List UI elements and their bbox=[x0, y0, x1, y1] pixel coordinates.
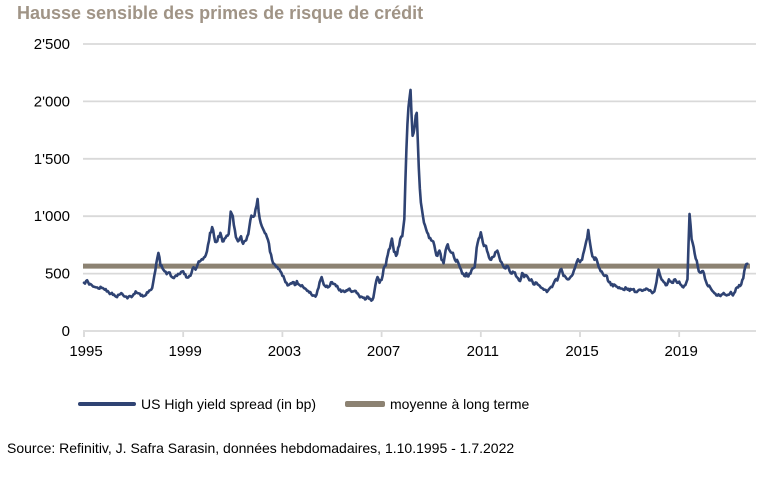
source-note: Source: Refinitiv, J. Safra Sarasin, don… bbox=[7, 440, 515, 456]
y-tick-label: 1'500 bbox=[34, 151, 70, 168]
x-tick-label: 2015 bbox=[565, 343, 598, 360]
series-line bbox=[82, 88, 749, 302]
legend-label-average: moyenne à long terme bbox=[390, 396, 530, 412]
x-tick-label: 1995 bbox=[69, 343, 102, 360]
average-line-swatch-icon bbox=[345, 401, 385, 407]
x-tick-label: 2003 bbox=[268, 343, 301, 360]
chart-title: Hausse sensible des primes de risque de … bbox=[17, 3, 424, 23]
y-tick-label: 1'000 bbox=[34, 208, 70, 225]
x-tick-label: 2011 bbox=[467, 343, 499, 360]
x-tick-label: 2019 bbox=[665, 343, 698, 360]
x-tick-label: 1999 bbox=[169, 343, 202, 360]
legend-item-average: moyenne à long terme bbox=[345, 395, 529, 413]
y-tick-label: 2'500 bbox=[34, 36, 70, 53]
legend-label-series: US High yield spread (in bp) bbox=[141, 396, 317, 412]
y-tick-label: 0 bbox=[62, 323, 70, 340]
y-tick-label: 2'000 bbox=[34, 93, 70, 110]
x-tick-label: 2007 bbox=[367, 343, 400, 360]
series-line-swatch-icon bbox=[78, 402, 136, 406]
y-tick-label: 500 bbox=[45, 266, 70, 283]
legend-item-series: US High yield spread (in bp) bbox=[78, 395, 316, 413]
